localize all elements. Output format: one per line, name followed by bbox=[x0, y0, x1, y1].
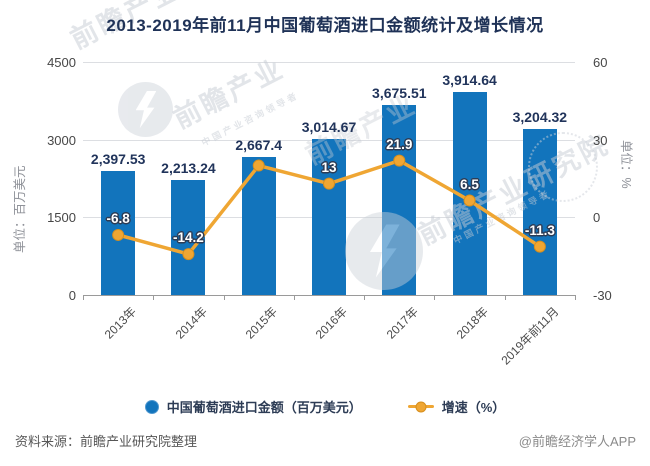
x-axis-label-text: 2014年 bbox=[172, 304, 210, 342]
plot-area: 2,397.53 2,213.24 2,667.4 3,014.67 3,675.51 3… bbox=[83, 62, 576, 367]
bar-value-label: 2,397.53 bbox=[90, 150, 146, 167]
growth-value-label: -14.2 bbox=[173, 230, 204, 246]
left-axis-tick-label: 0 bbox=[68, 288, 76, 303]
gridline bbox=[83, 62, 575, 63]
source-note: 资料来源：前瞻产业研究院整理 bbox=[15, 434, 198, 449]
right-axis-tick-label: 60 bbox=[593, 55, 608, 70]
bar-value-label: 3,914.64 bbox=[442, 72, 497, 89]
left-axis-name: 单位：百万美元 bbox=[13, 165, 27, 253]
growth-point bbox=[463, 194, 476, 207]
bar-value-label: 2,667.4 bbox=[235, 136, 283, 153]
x-axis-tick bbox=[434, 295, 436, 300]
growth-point bbox=[182, 248, 195, 261]
growth-value-label: 6.5 bbox=[460, 176, 479, 192]
left-axis-tick-label: 3000 bbox=[47, 132, 76, 148]
x-axis-label-text: 2019年前11月 bbox=[498, 304, 562, 368]
legend-label: 中国葡萄酒进口金额（百万美元） bbox=[166, 400, 362, 415]
left-axis-tick-label: 4500 bbox=[47, 55, 76, 70]
x-axis-tick bbox=[504, 295, 506, 300]
bar-value-label: 3,204.32 bbox=[512, 109, 568, 126]
growth-point bbox=[252, 159, 265, 172]
legend: 中国葡萄酒进口金额（百万美元） 增速（%） bbox=[0, 397, 650, 416]
left-axis-tick-label: 1500 bbox=[47, 210, 76, 226]
growth-value-label: 13 bbox=[321, 159, 337, 175]
line-marker-dot-icon bbox=[415, 401, 427, 412]
x-axis-label-text: 2015年 bbox=[242, 304, 281, 342]
bar-value-label: 2,213.24 bbox=[161, 160, 216, 177]
x-axis-tick bbox=[293, 295, 295, 300]
growth-point bbox=[533, 240, 546, 253]
right-axis-tick-label: 30 bbox=[593, 132, 608, 148]
growth-value-label: -11.3 bbox=[524, 222, 555, 238]
chart-title: 2013-2019年前11月中国葡萄酒进口金额统计及增长情况 bbox=[106, 16, 544, 35]
x-axis-label-text: 2013年 bbox=[102, 304, 140, 342]
x-axis-tick bbox=[223, 295, 225, 300]
right-axis-tick-label: 0 bbox=[593, 210, 601, 226]
right-axis-tick-label: -30 bbox=[593, 288, 612, 303]
growth-point bbox=[323, 177, 335, 190]
x-axis-label-text: 2018年 bbox=[453, 304, 491, 342]
growth-point bbox=[112, 228, 125, 241]
bar-column bbox=[312, 138, 346, 295]
growth-value-label: 21.9 bbox=[386, 136, 413, 152]
bar-column bbox=[382, 104, 417, 295]
x-axis-tick bbox=[364, 295, 366, 300]
footer: 资料来源：前瞻产业研究院整理 @前瞻经济学人APP bbox=[15, 431, 636, 450]
growth-value-label: -6.8 bbox=[106, 210, 130, 226]
growth-point bbox=[393, 154, 406, 167]
credit-note: @前瞻经济学人APP bbox=[518, 434, 636, 449]
x-axis-line bbox=[83, 295, 575, 296]
x-axis-label-text: 2016年 bbox=[313, 304, 351, 342]
bar-series-marker-icon bbox=[144, 399, 159, 414]
x-axis-label-text: 2017年 bbox=[383, 304, 421, 342]
legend-label: 增速（%） bbox=[441, 400, 506, 415]
bar-value-label: 3,675.51 bbox=[372, 84, 427, 101]
x-axis-tick bbox=[575, 295, 576, 300]
legend-item-import-amount: 中国葡萄酒进口金额（百万美元） bbox=[144, 397, 362, 416]
growth-line bbox=[112, 154, 546, 261]
x-axis-tick bbox=[83, 295, 84, 300]
bar-value-label: 3,014.67 bbox=[301, 118, 357, 135]
x-axis-tick bbox=[153, 295, 155, 300]
line-series-marker-icon bbox=[407, 401, 434, 412]
legend-item-growth-rate: 增速（%） bbox=[407, 397, 506, 416]
